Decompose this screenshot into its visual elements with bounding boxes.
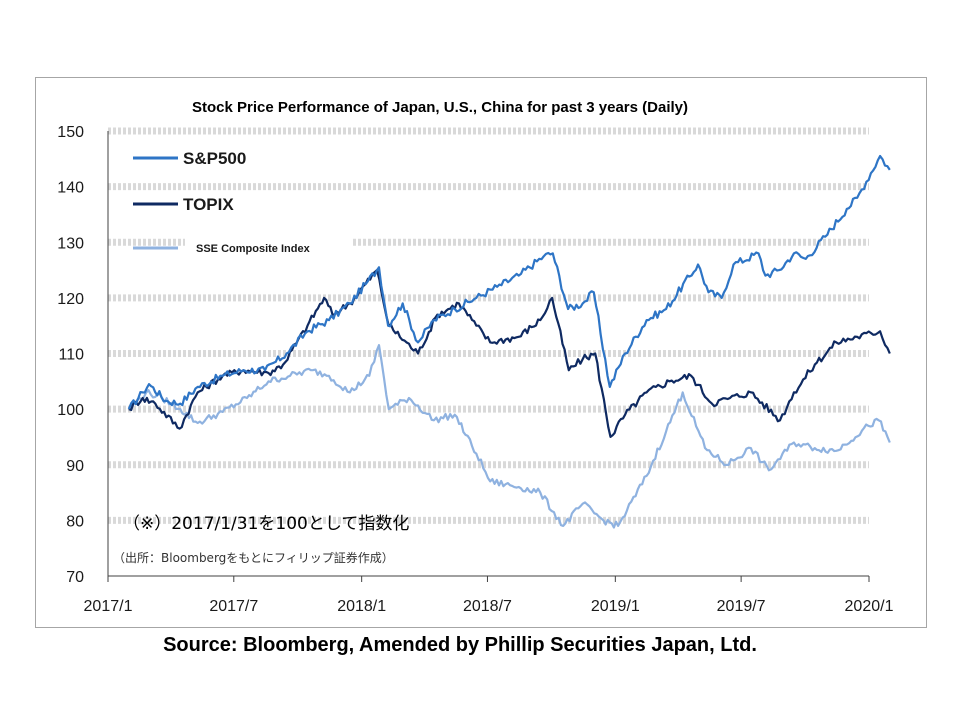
legend-label-box — [185, 238, 351, 258]
annotation-layer: （※）2017/1/31を100として指数化 （出所：Bloombergをもとに… — [113, 514, 409, 565]
x-tick-label-1: 2017/7 — [209, 598, 258, 615]
annotation-source-note: （出所：Bloombergをもとにフィリップ証券作成） — [113, 550, 394, 565]
annotation-main: （※）2017/1/31を100として指数化 — [123, 514, 409, 534]
y-tick-label-120: 120 — [57, 291, 84, 308]
x-tick-label-4: 2019/1 — [591, 598, 640, 615]
legend-label-topix: TOPIX — [183, 195, 234, 214]
y-tick-label-80: 80 — [66, 513, 84, 530]
y-tick-label-70: 70 — [66, 569, 84, 586]
y-tick-label-110: 110 — [58, 347, 84, 364]
x-tick-label-3: 2018/7 — [463, 598, 512, 615]
series-line-sse-composite-index — [128, 344, 891, 529]
x-tick-label-5: 2019/7 — [717, 598, 766, 615]
y-tick-label-140: 140 — [57, 180, 84, 197]
chart-title: Stock Price Performance of Japan, U.S., … — [191, 99, 688, 116]
series-line-s-p500 — [127, 154, 891, 410]
legend-label-s-p500: S&P500 — [183, 149, 246, 168]
y-tick-label-90: 90 — [66, 458, 84, 475]
series-layer — [127, 154, 891, 529]
source-caption: Source: Bloomberg, Amended by Phillip Se… — [163, 634, 757, 656]
y-tick-label-130: 130 — [57, 235, 84, 252]
y-tick-label-150: 150 — [57, 124, 84, 141]
y-tick-label-100: 100 — [57, 402, 84, 419]
axis-layer: 70 80 90 100 110 120 130 140 150 2017/1 2017/7 2018… — [57, 124, 893, 615]
x-tick-label-0: 2017/1 — [84, 598, 133, 615]
grid-layer — [108, 127, 869, 524]
x-tick-label-6: 2020/1 — [845, 598, 894, 615]
legend: S&P500 TOPIX SSE Composite Index — [133, 149, 351, 258]
legend-label-sse-composite-index: SSE Composite Index — [196, 243, 311, 255]
x-tick-label-2: 2018/1 — [337, 598, 386, 615]
